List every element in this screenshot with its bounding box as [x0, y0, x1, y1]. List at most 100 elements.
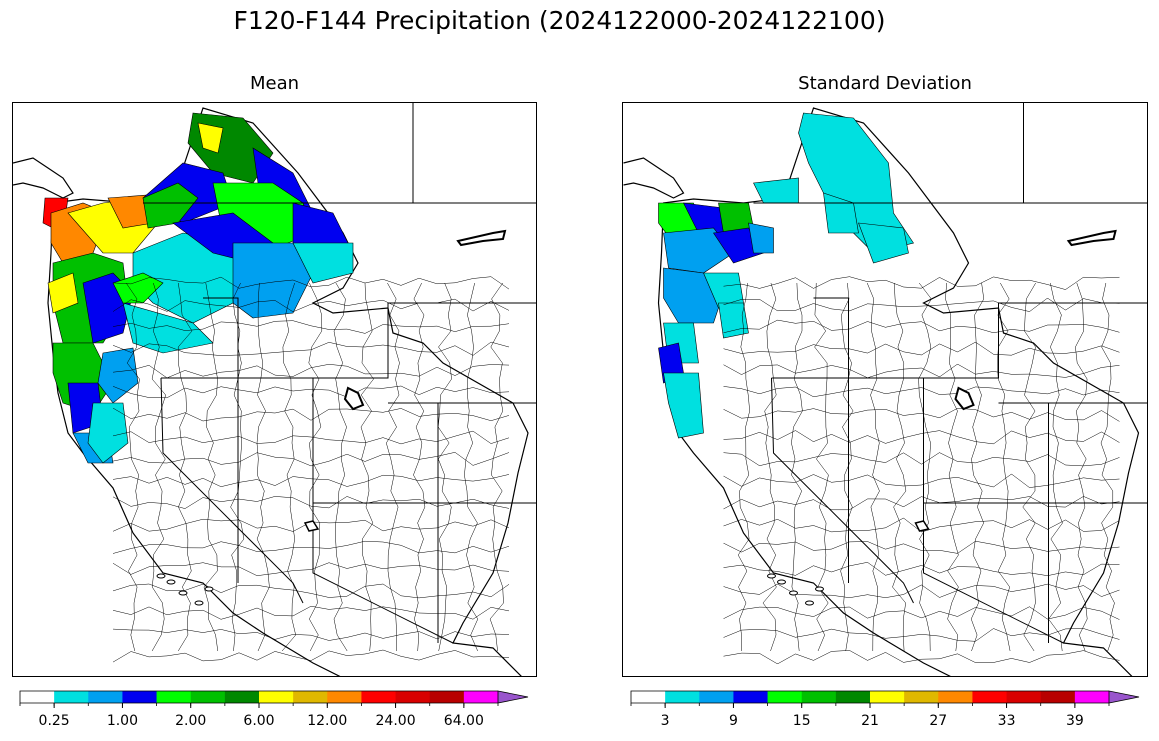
colorbar-segment — [395, 691, 431, 703]
colorbar-segment — [665, 691, 700, 703]
basin-boundary-line — [791, 282, 803, 652]
colorbar-extension — [1108, 690, 1140, 704]
great-salt-lake — [343, 386, 365, 411]
state-boundary — [813, 297, 849, 383]
basin-fill — [753, 177, 799, 204]
basin-boundary-line — [723, 430, 1120, 445]
colorbar-tick-label: 9 — [729, 713, 738, 729]
map-layer — [13, 103, 536, 676]
basin-boundary-line — [112, 474, 510, 487]
basin-boundary-line — [112, 320, 510, 334]
stddev-map-canvas — [623, 103, 1147, 676]
basin-fill — [87, 402, 129, 464]
stddev-colorbar: 3 9 15 21 27 33 39 — [630, 690, 1141, 730]
basin-boundary-line — [723, 562, 1120, 576]
colorbar-segment — [259, 691, 294, 703]
basin-boundary-line — [723, 363, 1120, 379]
state-boundary — [313, 302, 536, 379]
colorbar-segment — [224, 691, 260, 703]
basin-boundary-line — [256, 282, 270, 652]
basin-boundary-line — [723, 276, 1120, 290]
basin-boundary-line — [112, 385, 510, 399]
basin-boundary-line — [413, 282, 426, 652]
state-boundary — [771, 377, 1147, 504]
basin-fill — [47, 272, 79, 314]
colorbar-tick-label: 1.00 — [107, 713, 138, 729]
map-layer — [623, 103, 1147, 676]
island — [789, 590, 798, 596]
basin-fill — [858, 222, 909, 264]
island — [805, 600, 814, 606]
basin-fill — [718, 302, 749, 339]
mean-panel-title: Mean — [249, 73, 300, 94]
island — [204, 586, 214, 592]
colorbar-segment — [835, 691, 871, 703]
state-boundary — [923, 302, 1147, 379]
colorbar-segment — [54, 691, 89, 703]
basin-boundary-line — [112, 430, 510, 445]
colorbar-segment — [88, 691, 123, 703]
colorbar-tick-label: 6.00 — [243, 713, 274, 729]
colorbar-tick-label: 24.00 — [376, 713, 416, 729]
colorbar-tick-label: 33 — [998, 713, 1016, 729]
basin-boundary-line — [723, 341, 1120, 356]
basin-boundary-line — [151, 282, 166, 652]
island — [777, 579, 786, 585]
basin-boundary-line — [866, 282, 880, 652]
basin-boundary-line — [723, 297, 1120, 312]
state-boundary — [160, 377, 304, 604]
colorbar-segment — [1006, 691, 1042, 703]
basin-boundary-line — [112, 605, 510, 620]
basin-boundary-line — [177, 282, 193, 652]
basin-boundaries — [112, 276, 510, 663]
basin-fill — [292, 242, 354, 284]
basin-boundary-line — [1100, 282, 1115, 652]
basin-boundary-line — [333, 282, 348, 652]
colorbar-extension — [497, 690, 529, 704]
basin-boundary-line — [1048, 282, 1063, 652]
state-boundary — [203, 297, 239, 383]
basin-boundary-line — [1022, 282, 1036, 652]
colorbar-segment — [972, 691, 1008, 703]
island — [194, 600, 204, 606]
basin-fill — [197, 122, 224, 154]
island — [178, 590, 188, 596]
basin-fill — [142, 182, 199, 229]
basin-boundary-line — [281, 282, 296, 652]
basin-boundary-line — [918, 282, 932, 652]
stddev-map[interactable] — [622, 102, 1148, 677]
strait-coastline — [623, 157, 685, 199]
colorbar-tick-label: 39 — [1066, 713, 1084, 729]
basin-boundary-line — [840, 282, 854, 652]
basin-boundary-line — [360, 282, 374, 652]
colorbar-tick-label: 0.25 — [39, 713, 70, 729]
colorbar-tick-label: 64.00 — [444, 713, 484, 729]
basin-boundary-line — [723, 452, 1120, 467]
land-outline — [657, 107, 1140, 676]
basin-boundary-line — [437, 282, 452, 652]
basin-boundary-line — [723, 583, 1120, 598]
colorbar-segment — [733, 691, 769, 703]
basin-boundary-line — [762, 282, 777, 652]
colorbar-tick-label: 3 — [661, 713, 670, 729]
island — [767, 573, 776, 579]
island — [815, 586, 824, 592]
stddev-panel-title: Standard Deviation — [798, 73, 972, 94]
mean-map[interactable] — [12, 102, 537, 677]
basin-boundary-line — [308, 282, 323, 652]
colorbar-segment — [361, 691, 397, 703]
basin-boundary-line — [723, 319, 1120, 334]
colorbar-segment — [1040, 691, 1076, 703]
reservoir-outline — [1066, 229, 1117, 247]
colorbar-tick-label: 2.00 — [175, 713, 206, 729]
lake-mead — [303, 520, 320, 532]
basin-boundary-line — [112, 452, 510, 467]
state-boundary — [161, 377, 536, 504]
basin-boundary-line — [723, 628, 1120, 642]
colorbar-tick-label: 12.00 — [307, 713, 347, 729]
great-salt-lake — [954, 386, 975, 411]
basin-fill — [663, 227, 734, 274]
colorbar-segment — [327, 691, 362, 703]
basin-boundary-line — [112, 562, 510, 576]
mean-colorbar-canvas: 0.25 1.00 2.00 6.00 12.00 24.00 64.00 — [19, 690, 529, 729]
